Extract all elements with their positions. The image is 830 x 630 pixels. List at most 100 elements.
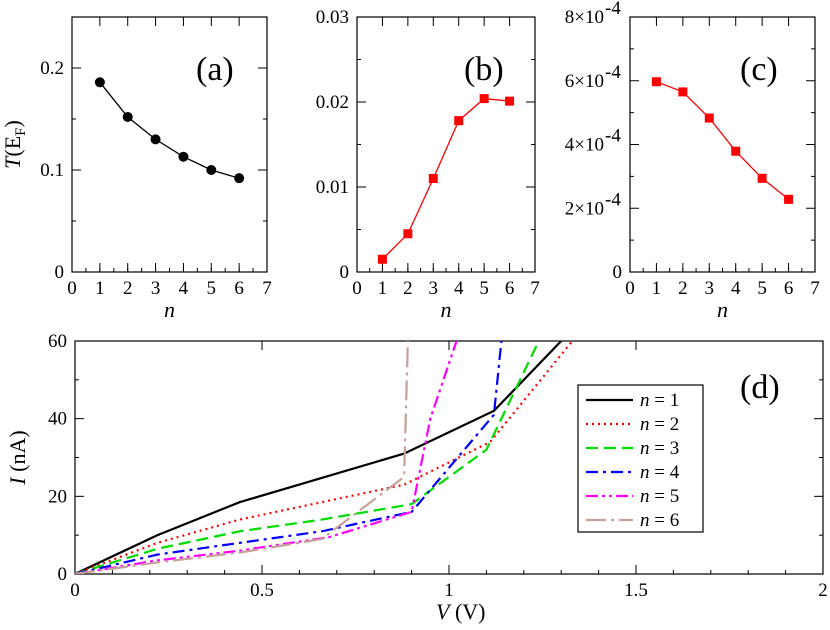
data-point-a bbox=[94, 77, 105, 88]
plot-frame-b bbox=[356, 16, 536, 273]
y-tick-label-a: 0.2 bbox=[40, 58, 64, 79]
legend-label-n2: n = 2 bbox=[640, 414, 679, 435]
series-line-c bbox=[656, 81, 790, 200]
y-tick-exponent-c: -4 bbox=[605, 62, 621, 83]
legend-label-n5: n = 5 bbox=[640, 486, 679, 507]
data-point-b bbox=[428, 174, 438, 183]
y-tick-label-c: 8×10 bbox=[565, 7, 604, 28]
data-point-c bbox=[704, 113, 714, 123]
x-tick-label-b: 3 bbox=[429, 278, 439, 299]
x-tick-label-b: 0 bbox=[352, 278, 362, 299]
y-tick-label-d: 0 bbox=[58, 564, 68, 585]
series-line-n6 bbox=[75, 341, 409, 574]
panel-label-a: (a) bbox=[196, 51, 234, 88]
panel-b: 0 1 2 3 4 5 6 700.010.020.03n(b) bbox=[316, 7, 540, 322]
series-line-b bbox=[381, 97, 510, 260]
y-tick-label-b: 0 bbox=[340, 262, 350, 283]
y-tick-label-d: 60 bbox=[48, 331, 67, 352]
data-point-b bbox=[377, 254, 387, 264]
series-line-n4 bbox=[75, 341, 503, 574]
y-tick-label-c: 4×10 bbox=[565, 135, 604, 156]
data-point-a bbox=[206, 165, 217, 175]
x-tick-label-d: 1 bbox=[444, 580, 454, 601]
x-tick-label-c: 3 bbox=[705, 278, 715, 299]
x-tick-label-c: 0 bbox=[625, 278, 635, 299]
x-tick-label-c: 5 bbox=[757, 278, 767, 299]
data-point-a bbox=[178, 151, 189, 162]
x-tick-label-b: 7 bbox=[530, 278, 540, 299]
y-axis-label-d: I (nA) bbox=[5, 430, 30, 485]
y-tick-label-c: 6×10 bbox=[565, 71, 604, 92]
y-tick-exponent-c: -4 bbox=[605, 189, 621, 210]
legend-label-n6: n = 6 bbox=[640, 510, 679, 531]
data-point-b bbox=[479, 94, 489, 104]
panel-label-c: (c) bbox=[740, 51, 778, 88]
y-tick-label-c: 0 bbox=[613, 262, 623, 283]
y-tick-label-a: 0.1 bbox=[40, 160, 64, 181]
x-tick-label-d: 1.5 bbox=[624, 580, 648, 601]
legend-label-n4: n = 4 bbox=[640, 462, 680, 483]
x-tick-label-a: 4 bbox=[179, 278, 189, 299]
legend: n = 1 n = 2 n = 3 n = 4 n = 5 n = 6 bbox=[577, 384, 704, 533]
x-axis-label-d: V (V) bbox=[436, 599, 486, 624]
data-point-b bbox=[505, 96, 515, 106]
data-point-b bbox=[454, 116, 464, 126]
y-tick-label-a: 0 bbox=[55, 262, 65, 283]
x-tick-label-b: 5 bbox=[479, 278, 489, 299]
x-tick-label-d: 2 bbox=[818, 580, 828, 601]
series-line-n1 bbox=[75, 341, 562, 574]
data-point-a bbox=[122, 111, 133, 122]
x-tick-label-a: 7 bbox=[262, 278, 272, 299]
data-point-c bbox=[757, 173, 767, 183]
data-point-c bbox=[784, 194, 794, 204]
x-tick-label-a: 0 bbox=[67, 278, 77, 299]
panel-label-d: (d) bbox=[740, 369, 780, 406]
legend-label-n1: n = 1 bbox=[640, 390, 679, 411]
data-point-c bbox=[731, 146, 741, 156]
x-tick-label-a: 1 bbox=[95, 278, 105, 299]
y-tick-exponent-c: -4 bbox=[605, 0, 621, 19]
x-tick-label-d: 0 bbox=[70, 580, 80, 601]
x-tick-label-c: 7 bbox=[810, 278, 820, 299]
y-tick-label-d: 20 bbox=[48, 486, 67, 507]
x-tick-label-b: 4 bbox=[454, 278, 464, 299]
x-axis-label-a: n bbox=[164, 297, 175, 322]
x-tick-label-a: 3 bbox=[151, 278, 161, 299]
y-tick-label-c: 2×10 bbox=[565, 198, 604, 219]
series-line-n3 bbox=[75, 341, 540, 574]
y-tick-label-b: 0.03 bbox=[316, 7, 349, 28]
x-tick-label-c: 4 bbox=[731, 278, 741, 299]
x-tick-label-b: 2 bbox=[403, 278, 413, 299]
series-line-n5 bbox=[75, 341, 458, 574]
panel-c: 0 1 2 3 4 5 6 702×10 -44×10 -46×10 -48×10 -4n(c) bbox=[565, 0, 820, 322]
y-tick-exponent-c: -4 bbox=[605, 126, 621, 147]
panel-a: 0 1 2 3 4 5 6 700.10.2nT(EF)(a) bbox=[0, 16, 272, 322]
legend-box bbox=[577, 384, 704, 533]
panel-label-b: (b) bbox=[464, 51, 504, 88]
plot-frame-c bbox=[629, 16, 816, 273]
data-point-b bbox=[403, 229, 413, 239]
x-tick-label-d: 0.5 bbox=[250, 580, 274, 601]
x-tick-label-a: 2 bbox=[123, 278, 133, 299]
data-point-c bbox=[678, 87, 688, 97]
y-tick-label-d: 40 bbox=[48, 409, 67, 430]
x-tick-label-b: 1 bbox=[378, 278, 388, 299]
x-tick-label-c: 1 bbox=[652, 278, 662, 299]
x-tick-label-a: 5 bbox=[207, 278, 217, 299]
data-point-a bbox=[150, 134, 161, 145]
series-line-a bbox=[99, 81, 240, 179]
x-axis-label-b: n bbox=[441, 297, 452, 322]
x-tick-label-b: 6 bbox=[505, 278, 515, 299]
y-tick-label-b: 0.01 bbox=[316, 177, 349, 198]
x-tick-label-c: 2 bbox=[678, 278, 688, 299]
series-line-n2 bbox=[75, 341, 574, 574]
x-tick-label-c: 6 bbox=[784, 278, 794, 299]
y-tick-label-b: 0.02 bbox=[316, 92, 349, 113]
data-point-a bbox=[234, 173, 245, 184]
legend-label-n3: n = 3 bbox=[640, 438, 679, 459]
y-axis-label-a: T(EF) bbox=[0, 120, 29, 169]
plot-frame-a bbox=[71, 16, 268, 273]
x-axis-label-c: n bbox=[717, 297, 728, 322]
